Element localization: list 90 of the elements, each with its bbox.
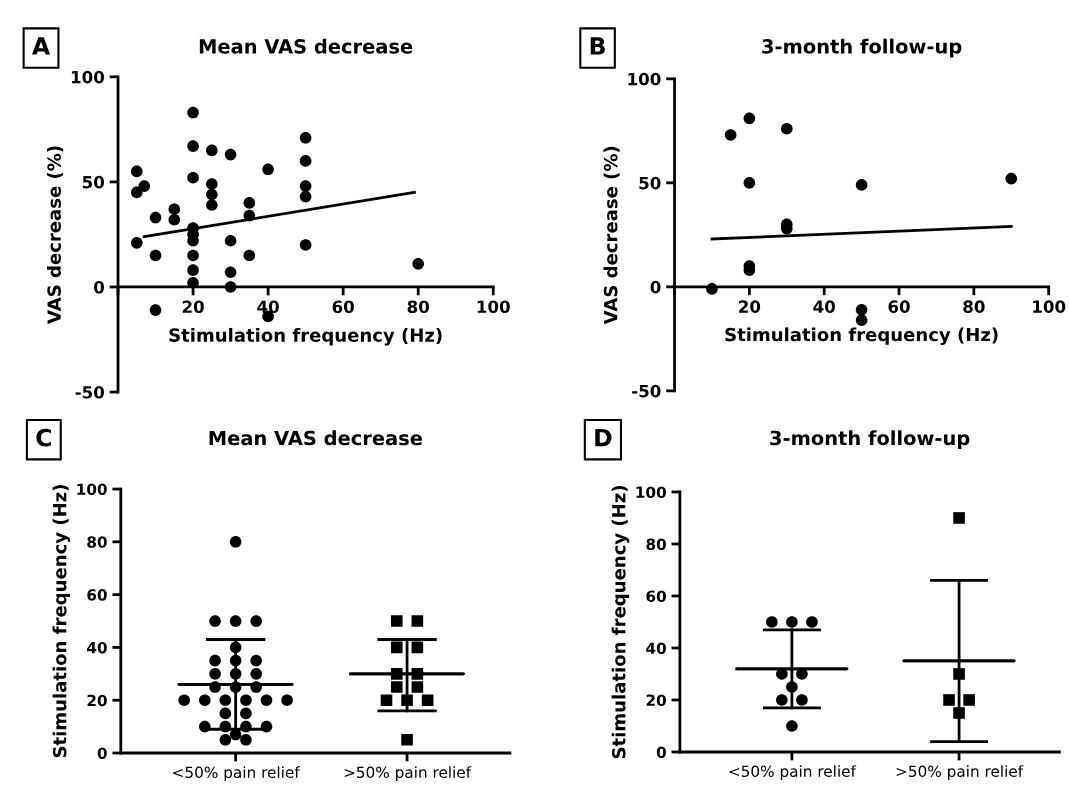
point	[149, 249, 162, 262]
y-tick-label: -50	[75, 385, 105, 399]
y-tick-label: 0	[97, 747, 107, 760]
point	[149, 304, 162, 316]
point	[206, 199, 218, 211]
y-tick-label: 40	[87, 641, 107, 654]
point	[149, 211, 162, 224]
point	[243, 249, 256, 262]
point	[299, 180, 312, 192]
point	[130, 165, 143, 178]
x-axis-title: Stimulation frequency (Hz)	[169, 327, 442, 346]
point	[224, 266, 237, 279]
point	[224, 148, 237, 161]
point	[855, 303, 868, 316]
point	[130, 186, 143, 199]
x-tick-label: <50% pain relief	[173, 766, 300, 781]
x-tick-label: 40	[813, 300, 835, 313]
point	[780, 122, 793, 135]
point	[743, 112, 756, 125]
point	[706, 283, 718, 295]
y-tick-label: 100	[628, 72, 661, 86]
x-tick-label: 80	[407, 300, 429, 314]
chart-title: 3-month follow-up	[762, 38, 962, 58]
point	[855, 314, 868, 326]
x-tick-label: >50% pain relief	[896, 765, 1024, 780]
y-axis-title: Stimulation frequency (Hz)	[52, 485, 71, 758]
y-tick-label: -50	[632, 384, 661, 398]
y-tick-label: 20	[87, 694, 107, 707]
y-tick-label: 50	[82, 175, 105, 189]
x-tick-label: 100	[1033, 300, 1066, 313]
point	[243, 197, 256, 209]
y-tick-label: 100	[71, 70, 105, 84]
y-tick-label: 20	[646, 694, 666, 706]
y-tick-label: 80	[87, 536, 107, 548]
y-tick-label: 60	[646, 590, 666, 602]
y-tick-label: 0	[656, 746, 666, 759]
x-tick-label: 60	[332, 300, 354, 314]
y-tick-label: 0	[94, 280, 105, 294]
point	[168, 213, 181, 226]
text: C	[36, 428, 51, 447]
point	[262, 163, 274, 176]
point	[187, 171, 199, 184]
point	[187, 276, 199, 289]
point	[206, 144, 218, 157]
point	[855, 179, 868, 191]
y-tick-label: 100	[77, 483, 107, 496]
point	[224, 281, 237, 293]
point	[138, 180, 151, 192]
point	[412, 258, 424, 270]
point	[299, 155, 312, 167]
point	[187, 140, 199, 152]
y-tick-label: 50	[639, 176, 661, 190]
x-axis-title: Stimulation frequency (Hz)	[725, 327, 998, 346]
y-tick-label: 100	[636, 486, 666, 498]
x-tick-label: 20	[739, 300, 761, 313]
y-tick-label: 80	[646, 538, 666, 550]
point	[724, 129, 737, 141]
text: B	[590, 37, 605, 55]
point	[299, 239, 312, 251]
x-tick-label: 20	[182, 300, 204, 314]
y-axis-title: VAS decrease (%)	[47, 146, 64, 324]
point	[224, 234, 237, 247]
x-tick-label: >50% pain relief	[344, 766, 472, 781]
point	[130, 237, 143, 249]
y-axis-title: VAS decrease (%)	[603, 146, 620, 325]
y-tick-label: 60	[87, 589, 107, 601]
x-tick-label: <50% pain relief	[729, 765, 857, 780]
x-tick-label: 60	[888, 300, 910, 313]
point	[299, 190, 312, 203]
point	[187, 106, 199, 119]
chart-title: Mean VAS decrease	[199, 38, 413, 54]
x-tick-label: 80	[963, 300, 985, 313]
text: A	[32, 37, 51, 55]
x-tick-label: 100	[477, 300, 510, 314]
point	[1005, 172, 1018, 185]
point	[206, 188, 218, 201]
text: D	[595, 429, 612, 447]
point	[187, 249, 199, 262]
x-tick-label: 40	[257, 300, 279, 314]
point	[168, 203, 181, 216]
point	[206, 178, 218, 190]
chart-title: 3-month follow-up	[770, 430, 970, 450]
point	[743, 177, 756, 189]
y-tick-label: 40	[646, 642, 666, 654]
y-tick-label: 0	[650, 280, 661, 294]
point	[187, 264, 199, 276]
y-axis-title: Stimulation frequency (Hz)	[611, 486, 630, 759]
point	[243, 209, 256, 222]
point	[299, 131, 312, 144]
chart-title: Mean VAS decrease	[209, 430, 422, 446]
